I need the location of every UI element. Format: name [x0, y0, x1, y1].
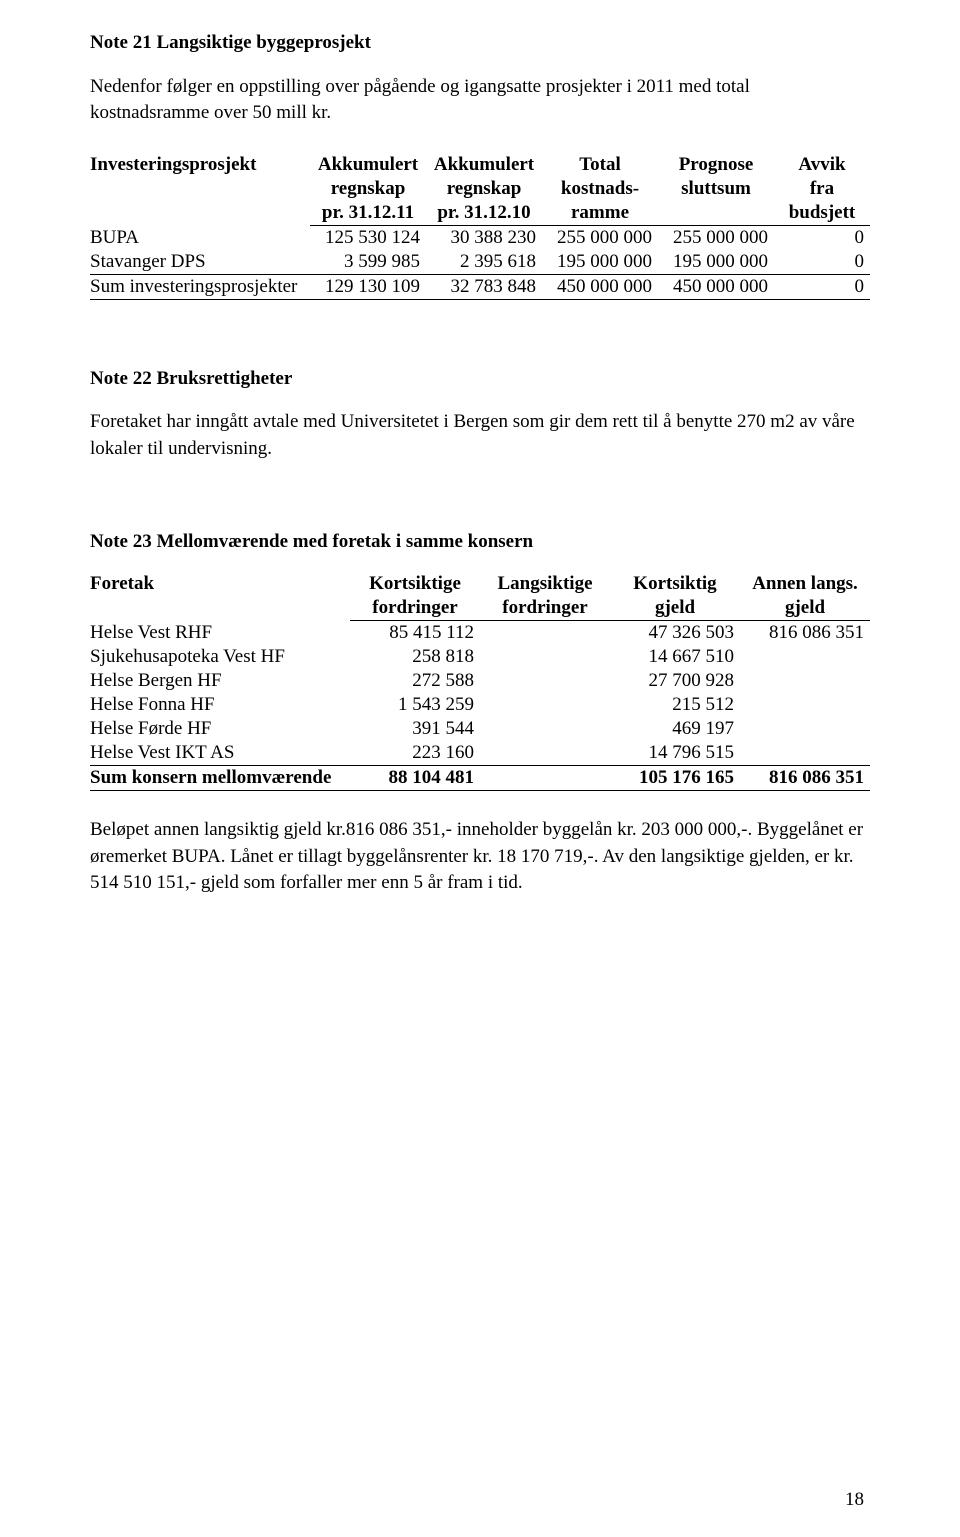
- note23-h3a: Kortsiktig: [610, 572, 740, 596]
- note21-sum-c2: 32 783 848: [426, 274, 542, 299]
- note21-h5c: budsjett: [774, 201, 870, 226]
- note21-h3c: ramme: [542, 201, 658, 226]
- note23-sum-c3: 105 176 165: [610, 766, 740, 791]
- table-row: BUPA 125 530 124 30 388 230 255 000 000 …: [90, 225, 870, 250]
- note23-r1-c4: [740, 645, 870, 669]
- note23-sum-row: Sum konsern mellomværende 88 104 481 105…: [90, 766, 870, 791]
- note21-sum-label: Sum investeringsprosjekter: [90, 274, 310, 299]
- note21-r1-c4: 195 000 000: [658, 250, 774, 275]
- note23-r0-label: Helse Vest RHF: [90, 621, 350, 646]
- note21-intro: Nedenfor følger en oppstilling over pågå…: [90, 74, 870, 127]
- note21-r1-c3: 195 000 000: [542, 250, 658, 275]
- note23-sum-c4: 816 086 351: [740, 766, 870, 791]
- note23-r3-label: Helse Fonna HF: [90, 693, 350, 717]
- note23-r1-c3: 14 667 510: [610, 645, 740, 669]
- note21-r1-c1: 3 599 985: [310, 250, 426, 275]
- note23-r5-c3: 14 796 515: [610, 741, 740, 766]
- note23-r3-c2: [480, 693, 610, 717]
- note23-h2a: Langsiktige: [480, 572, 610, 596]
- note21-h5a: Avvik: [774, 153, 870, 177]
- note21-sum-c5: 0: [774, 274, 870, 299]
- note21-h2b: regnskap: [426, 177, 542, 201]
- note21-sum-c4: 450 000 000: [658, 274, 774, 299]
- table-row: Helse Førde HF 391 544 469 197: [90, 717, 870, 741]
- note23-r1-c2: [480, 645, 610, 669]
- note21-title: Note 21 Langsiktige byggeprosjekt: [90, 30, 870, 56]
- note21-h0: Investeringsprosjekt: [90, 153, 310, 226]
- note23-r2-c1: 272 588: [350, 669, 480, 693]
- table-row: Sjukehusapoteka Vest HF 258 818 14 667 5…: [90, 645, 870, 669]
- note23-r2-c4: [740, 669, 870, 693]
- note21-r1-c2: 2 395 618: [426, 250, 542, 275]
- note23-r5-c1: 223 160: [350, 741, 480, 766]
- table-row: Helse Bergen HF 272 588 27 700 928: [90, 669, 870, 693]
- note21-r0-c3: 255 000 000: [542, 225, 658, 250]
- note23-r4-c4: [740, 717, 870, 741]
- note23-r3-c1: 1 543 259: [350, 693, 480, 717]
- note21-h4c: [658, 201, 774, 226]
- note21-h2a: Akkumulert: [426, 153, 542, 177]
- note23-r2-label: Helse Bergen HF: [90, 669, 350, 693]
- note23-h0: Foretak: [90, 572, 350, 621]
- note23-r3-c4: [740, 693, 870, 717]
- note23-h1b: fordringer: [350, 596, 480, 621]
- note21-r0-label: BUPA: [90, 225, 310, 250]
- note23-h4b: gjeld: [740, 596, 870, 621]
- page: Note 21 Langsiktige byggeprosjekt Nedenf…: [0, 0, 960, 1537]
- note23-sum-c2: [480, 766, 610, 791]
- note21-sum-c3: 450 000 000: [542, 274, 658, 299]
- note23-footnote: Beløpet annen langsiktig gjeld kr.816 08…: [90, 817, 870, 897]
- note22-title: Note 22 Bruksrettigheter: [90, 366, 870, 392]
- note23-r3-c3: 215 512: [610, 693, 740, 717]
- note21-r0-c4: 255 000 000: [658, 225, 774, 250]
- note23-r4-c2: [480, 717, 610, 741]
- table-row: Stavanger DPS 3 599 985 2 395 618 195 00…: [90, 250, 870, 275]
- note21-sum-row: Sum investeringsprosjekter 129 130 109 3…: [90, 274, 870, 299]
- note21-h3a: Total: [542, 153, 658, 177]
- note23-h3b: gjeld: [610, 596, 740, 621]
- note21-h4a: Prognose: [658, 153, 774, 177]
- note23-r1-label: Sjukehusapoteka Vest HF: [90, 645, 350, 669]
- table-row: Helse Vest IKT AS 223 160 14 796 515: [90, 741, 870, 766]
- note23-r1-c1: 258 818: [350, 645, 480, 669]
- note23-r5-label: Helse Vest IKT AS: [90, 741, 350, 766]
- table-row: Helse Fonna HF 1 543 259 215 512: [90, 693, 870, 717]
- note23-r0-c3: 47 326 503: [610, 621, 740, 646]
- note21-r0-c1: 125 530 124: [310, 225, 426, 250]
- note21-h4b: sluttsum: [658, 177, 774, 201]
- note21-sum-c1: 129 130 109: [310, 274, 426, 299]
- note23-r5-c2: [480, 741, 610, 766]
- note21-r0-c5: 0: [774, 225, 870, 250]
- note21-h1b: regnskap: [310, 177, 426, 201]
- note23-r2-c2: [480, 669, 610, 693]
- note23-sum-label: Sum konsern mellomværende: [90, 766, 350, 791]
- note23-sum-c1: 88 104 481: [350, 766, 480, 791]
- note21-h1a: Akkumulert: [310, 153, 426, 177]
- note23-r0-c1: 85 415 112: [350, 621, 480, 646]
- note23-r0-c2: [480, 621, 610, 646]
- note21-h3b: kostnads-: [542, 177, 658, 201]
- note23-r4-c1: 391 544: [350, 717, 480, 741]
- note23-h2b: fordringer: [480, 596, 610, 621]
- note23-r2-c3: 27 700 928: [610, 669, 740, 693]
- note21-table: Investeringsprosjekt Akkumulert Akkumule…: [90, 153, 870, 300]
- note23-r0-c4: 816 086 351: [740, 621, 870, 646]
- note23-title: Note 23 Mellomværende med foretak i samm…: [90, 529, 870, 555]
- note21-r1-c5: 0: [774, 250, 870, 275]
- note21-h2c: pr. 31.12.10: [426, 201, 542, 226]
- note21-h5b: fra: [774, 177, 870, 201]
- note23-r5-c4: [740, 741, 870, 766]
- note22-text: Foretaket har inngått avtale med Univers…: [90, 409, 870, 462]
- page-number: 18: [845, 1489, 864, 1511]
- note23-h4a: Annen langs.: [740, 572, 870, 596]
- note23-r4-label: Helse Førde HF: [90, 717, 350, 741]
- note21-r0-c2: 30 388 230: [426, 225, 542, 250]
- note23-h1a: Kortsiktige: [350, 572, 480, 596]
- note23-r4-c3: 469 197: [610, 717, 740, 741]
- table-row: Helse Vest RHF 85 415 112 47 326 503 816…: [90, 621, 870, 646]
- note21-h1c: pr. 31.12.11: [310, 201, 426, 226]
- note23-table: Foretak Kortsiktige Langsiktige Kortsikt…: [90, 572, 870, 791]
- note21-r1-label: Stavanger DPS: [90, 250, 310, 275]
